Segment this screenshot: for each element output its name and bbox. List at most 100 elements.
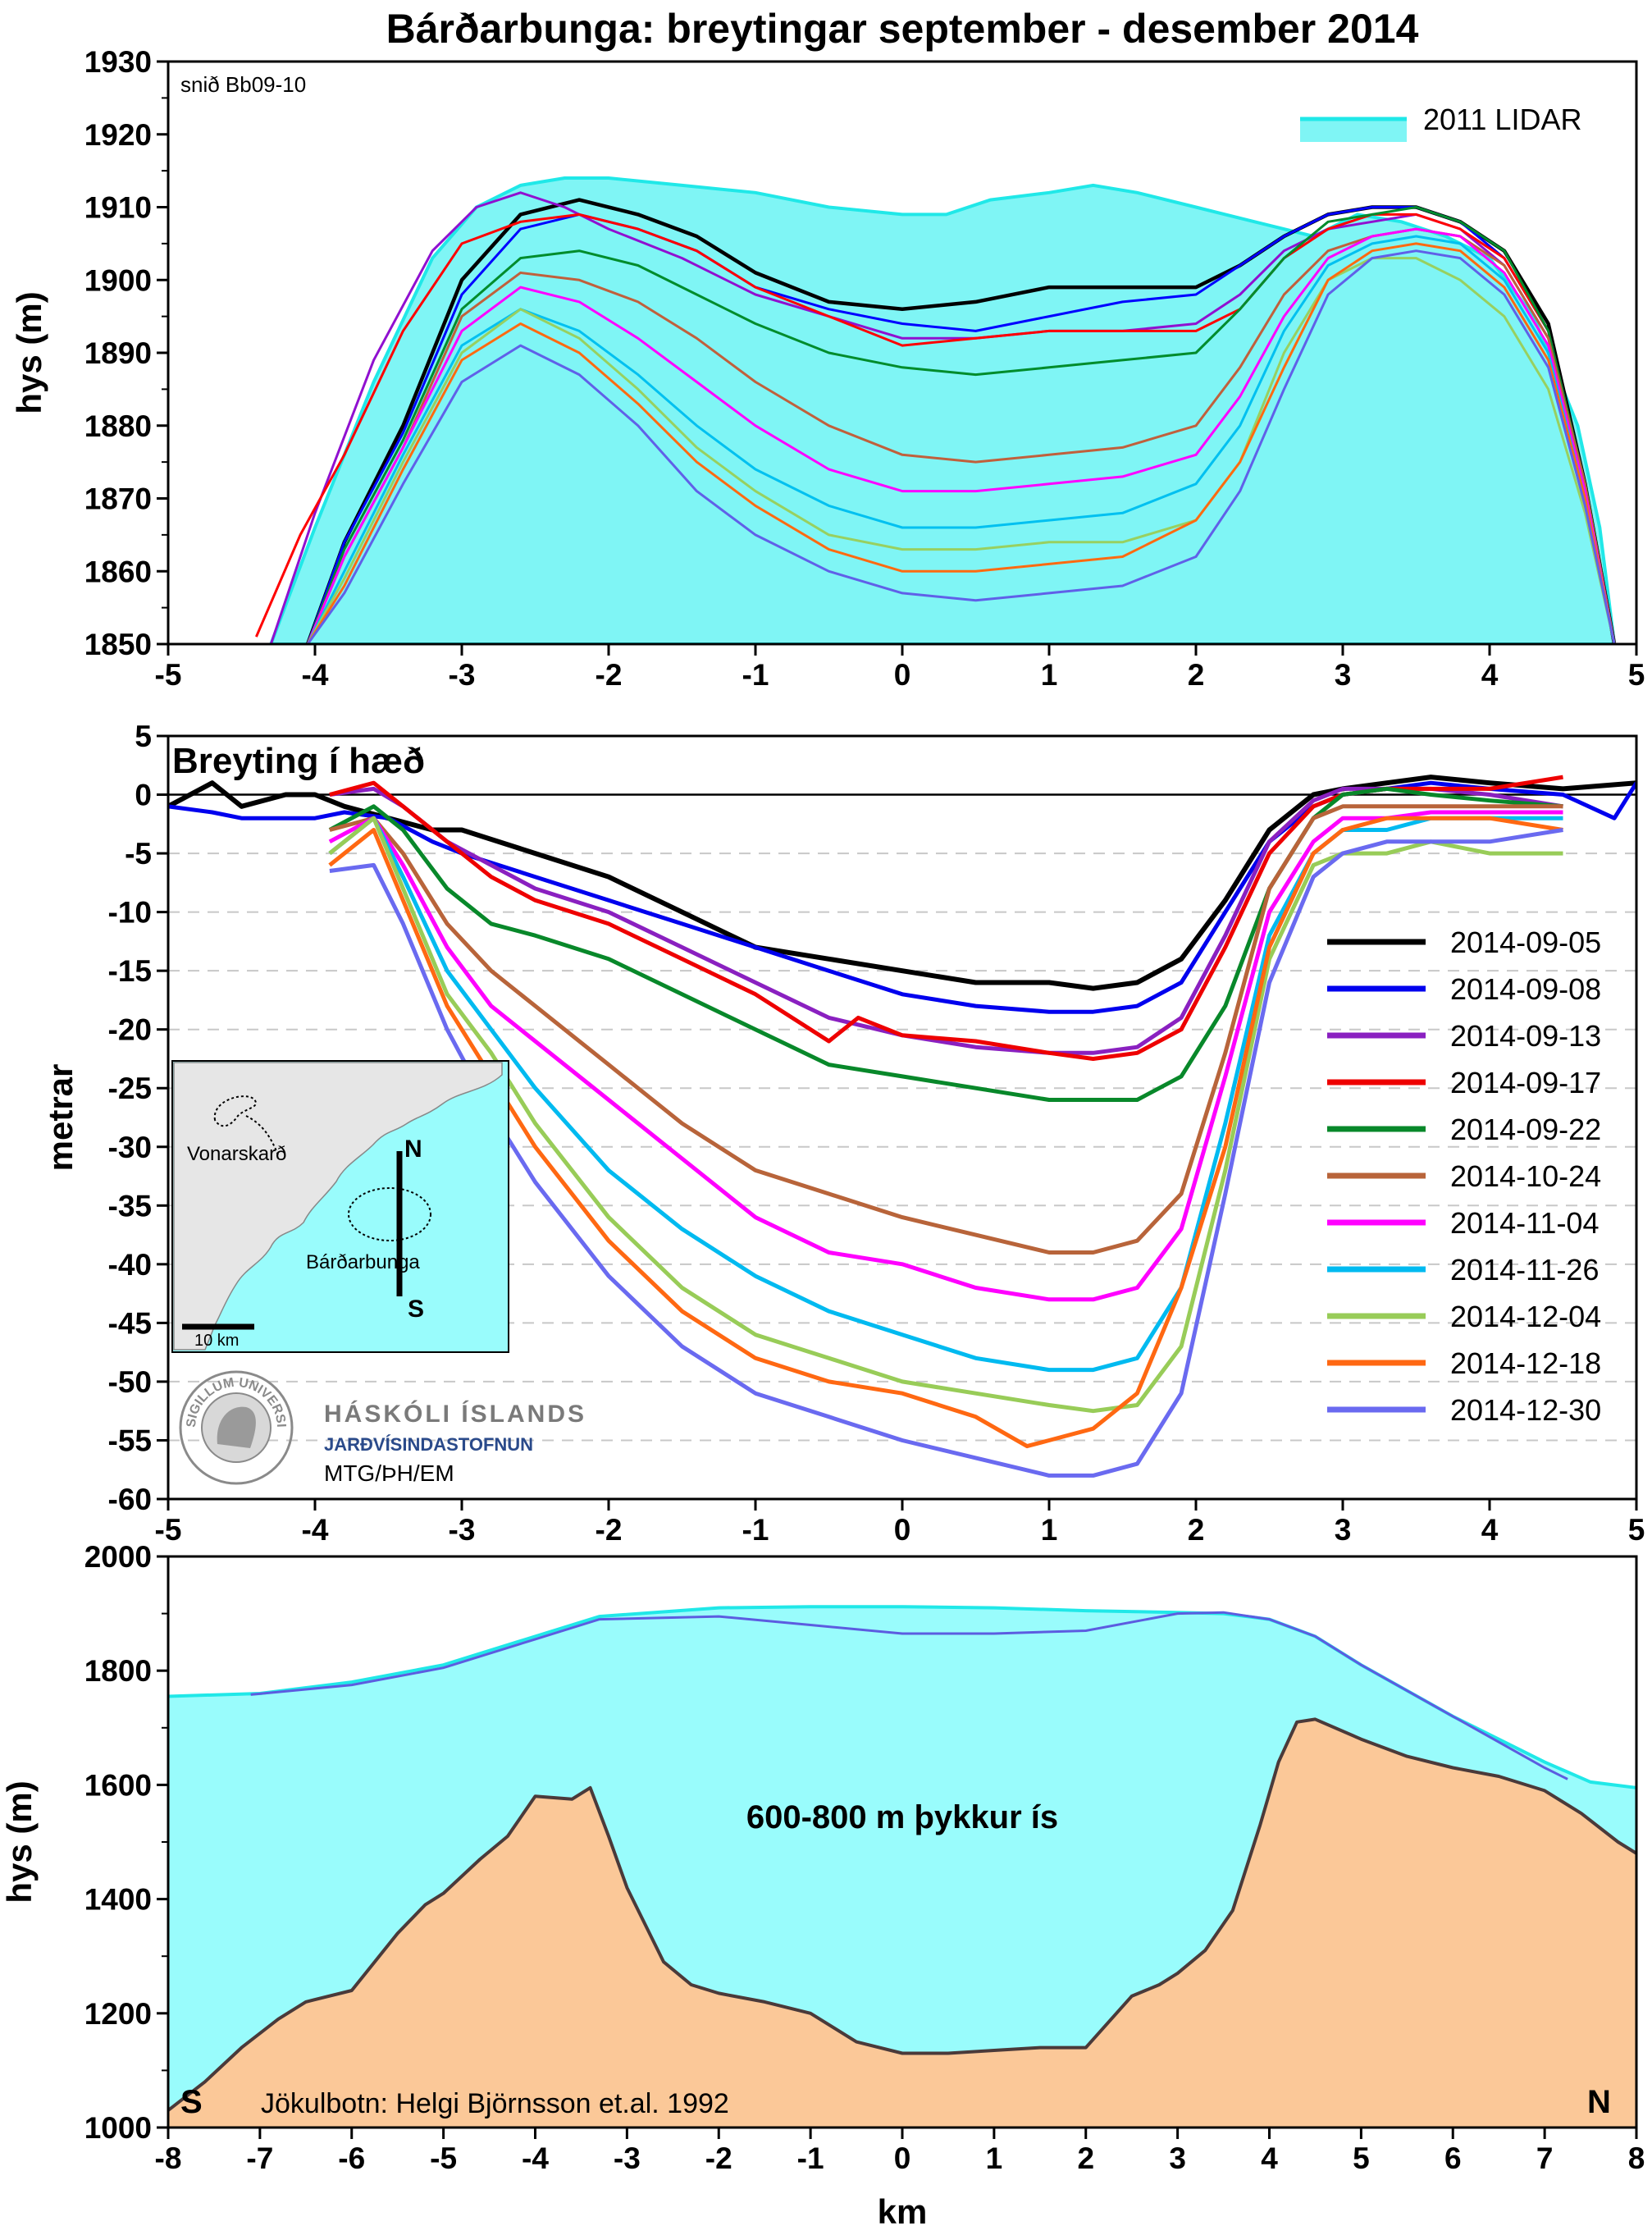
x-tick-label: 5	[1353, 2141, 1370, 2175]
legend-label-lidar: 2011 LIDAR	[1423, 103, 1581, 136]
inset-map-vonarskard-label: Vonarskarð	[187, 1143, 286, 1165]
inset-map-bardarbunga-label: Bárðarbunga	[306, 1251, 420, 1273]
y-tick-label: 2000	[84, 1540, 152, 1574]
y-tick-label: 0	[135, 779, 152, 812]
legend-label-2014-11-04: 2014-11-04	[1450, 1206, 1599, 1240]
university-name: HÁSKÓLI ÍSLANDS	[324, 1400, 586, 1428]
top-series-2014-12-18	[306, 242, 1616, 644]
top-series-2014-09-17	[255, 213, 1616, 644]
inset-map-vonarskard-outline	[213, 1095, 257, 1127]
x-tick-label: 0	[894, 1513, 911, 1547]
inset-map-land	[173, 1062, 503, 1351]
x-tick-label: 2	[1188, 1513, 1205, 1547]
y-tick-label: -30	[108, 1131, 152, 1164]
x-tick-label: 5	[1628, 658, 1645, 692]
surface-2014-line	[250, 1611, 1568, 1780]
top-series-2014-09-22	[306, 206, 1616, 644]
figure-title: Bárðarbunga: breytingar september - dese…	[386, 6, 1419, 52]
north-end-label: N	[1587, 2084, 1611, 2120]
x-tick-label: -4	[302, 1513, 329, 1547]
y-tick-label: -50	[108, 1365, 152, 1399]
inset-map-scale-label: 10 km	[194, 1332, 239, 1350]
x-tick-label: -2	[705, 2141, 732, 2175]
y-tick-label: 1920	[84, 118, 152, 152]
middle-series-2014-11-04	[328, 810, 1563, 1302]
x-tick-label: -1	[797, 2141, 824, 2175]
x-tick-label: 3	[1169, 2141, 1186, 2175]
x-tick-label: 1	[986, 2141, 1003, 2175]
middle-axes: -5 -4 -3 -2 -1 0 1 2 3 4 550-5-10-15-20-25-30-35-4…	[108, 720, 1645, 1547]
middle-series-2014-09-13	[329, 786, 1563, 1055]
ice-thickness-annotation: 600-800 m þykkur ís	[746, 1799, 1058, 1835]
x-tick-label: -3	[449, 1513, 476, 1547]
x-tick-label: -6	[338, 2141, 365, 2175]
x-tick-label: 1	[1041, 658, 1058, 692]
x-tick-label: 0	[894, 2141, 911, 2175]
legend-label-2014-12-04: 2014-12-04	[1450, 1300, 1601, 1333]
top-legend: 2011 LIDAR	[1300, 103, 1581, 142]
bottom-plot-area	[168, 1605, 1636, 2128]
top-axes: -5 -4 -3 -2 -1 0 1 2 3 4 5 1850 1860 1870 1880 1890 1900…	[84, 45, 1645, 692]
x-tick-label: -7	[246, 2141, 273, 2175]
inset-map-south-label: S	[408, 1296, 424, 1323]
y-tick-label: 1400	[84, 1883, 152, 1917]
y-tick-label: -10	[108, 896, 152, 930]
y-tick-label: 1600	[84, 1768, 152, 1802]
y-tick-label: 1910	[84, 191, 152, 225]
y-tick-label: 1880	[84, 409, 152, 443]
y-tick-label: -60	[108, 1483, 152, 1516]
x-tick-label: 4	[1481, 1513, 1499, 1547]
y-tick-label: 1900	[84, 263, 152, 297]
legend-label-2014-09-13: 2014-09-13	[1450, 1019, 1601, 1053]
x-tick-label: -8	[155, 2141, 182, 2175]
top-panel: -5 -4 -3 -2 -1 0 1 2 3 4 5 1850 1860 1870 1880 1890 1900…	[10, 45, 1645, 692]
y-tick-label: -45	[108, 1306, 152, 1340]
bottom-axes: -8 -7 -6 -5 -4 -3 -2 -1 0 1 2 3 4 5 6 7 8 1000 1200 1400 160…	[84, 1540, 1645, 2175]
legend-label-2014-12-18: 2014-12-18	[1450, 1346, 1601, 1380]
x-tick-label: 5	[1628, 1513, 1645, 1547]
x-tick-label: -1	[742, 1513, 769, 1547]
x-tick-label: 7	[1536, 2141, 1554, 2175]
middle-series-2014-12-30	[329, 828, 1563, 1478]
y-tick-label: -40	[108, 1248, 152, 1282]
x-tick-label: 1	[1041, 1513, 1058, 1547]
x-tick-label: 8	[1628, 2141, 1645, 2175]
y-tick-label: -15	[108, 954, 152, 988]
x-tick-label: 4	[1261, 2141, 1278, 2175]
legend-label-2014-09-17: 2014-09-17	[1450, 1066, 1601, 1099]
y-tick-label: 1930	[84, 45, 152, 79]
middle-legend: 2014-09-05 2014-09-08 2014-09-13 2014-09-17…	[1327, 926, 1601, 1427]
x-tick-label: 0	[894, 658, 911, 692]
bedrock-line	[168, 1717, 1636, 2112]
y-tick-label: 1850	[84, 628, 152, 661]
legend-swatch-lidar	[1300, 117, 1407, 142]
bedrock-area	[168, 1719, 1636, 2128]
y-tick-label: -5	[125, 837, 152, 871]
x-tick-label: 2	[1188, 658, 1205, 692]
x-tick-label: -5	[430, 2141, 457, 2175]
x-tick-label: -4	[522, 2141, 549, 2175]
top-series-2014-11-04	[306, 227, 1616, 644]
x-tick-label: -2	[596, 658, 623, 692]
bed-source-credit: Jökulbotn: Helgi Björnsson et.al. 1992	[261, 2088, 729, 2119]
y-tick-label: 1890	[84, 336, 152, 370]
x-tick-label: -2	[596, 1513, 623, 1547]
x-tick-label: -4	[302, 658, 329, 692]
author-initials: MTG/ÞH/EM	[324, 1460, 454, 1486]
middle-y-axis-label: metrar	[41, 1064, 80, 1172]
middle-series-2014-10-24	[329, 804, 1563, 1255]
x-tick-label: 6	[1444, 2141, 1462, 2175]
x-tick-label: -5	[155, 658, 182, 692]
y-tick-label: -20	[108, 1013, 152, 1047]
middle-series-2014-09-22	[328, 786, 1563, 1102]
seal-head-icon	[217, 1406, 256, 1448]
y-tick-label: 1000	[84, 2111, 152, 2145]
inset-map-north-label: N	[404, 1136, 422, 1163]
y-tick-label: 1800	[84, 1654, 152, 1688]
south-end-label: S	[180, 2084, 203, 2120]
y-tick-label: -55	[108, 1424, 152, 1457]
y-tick-label: -35	[108, 1189, 152, 1223]
top-y-axis-label: hys (m)	[10, 291, 48, 414]
inset-map: N S Vonarskarð Bárðarbunga 10 km	[171, 1060, 509, 1353]
